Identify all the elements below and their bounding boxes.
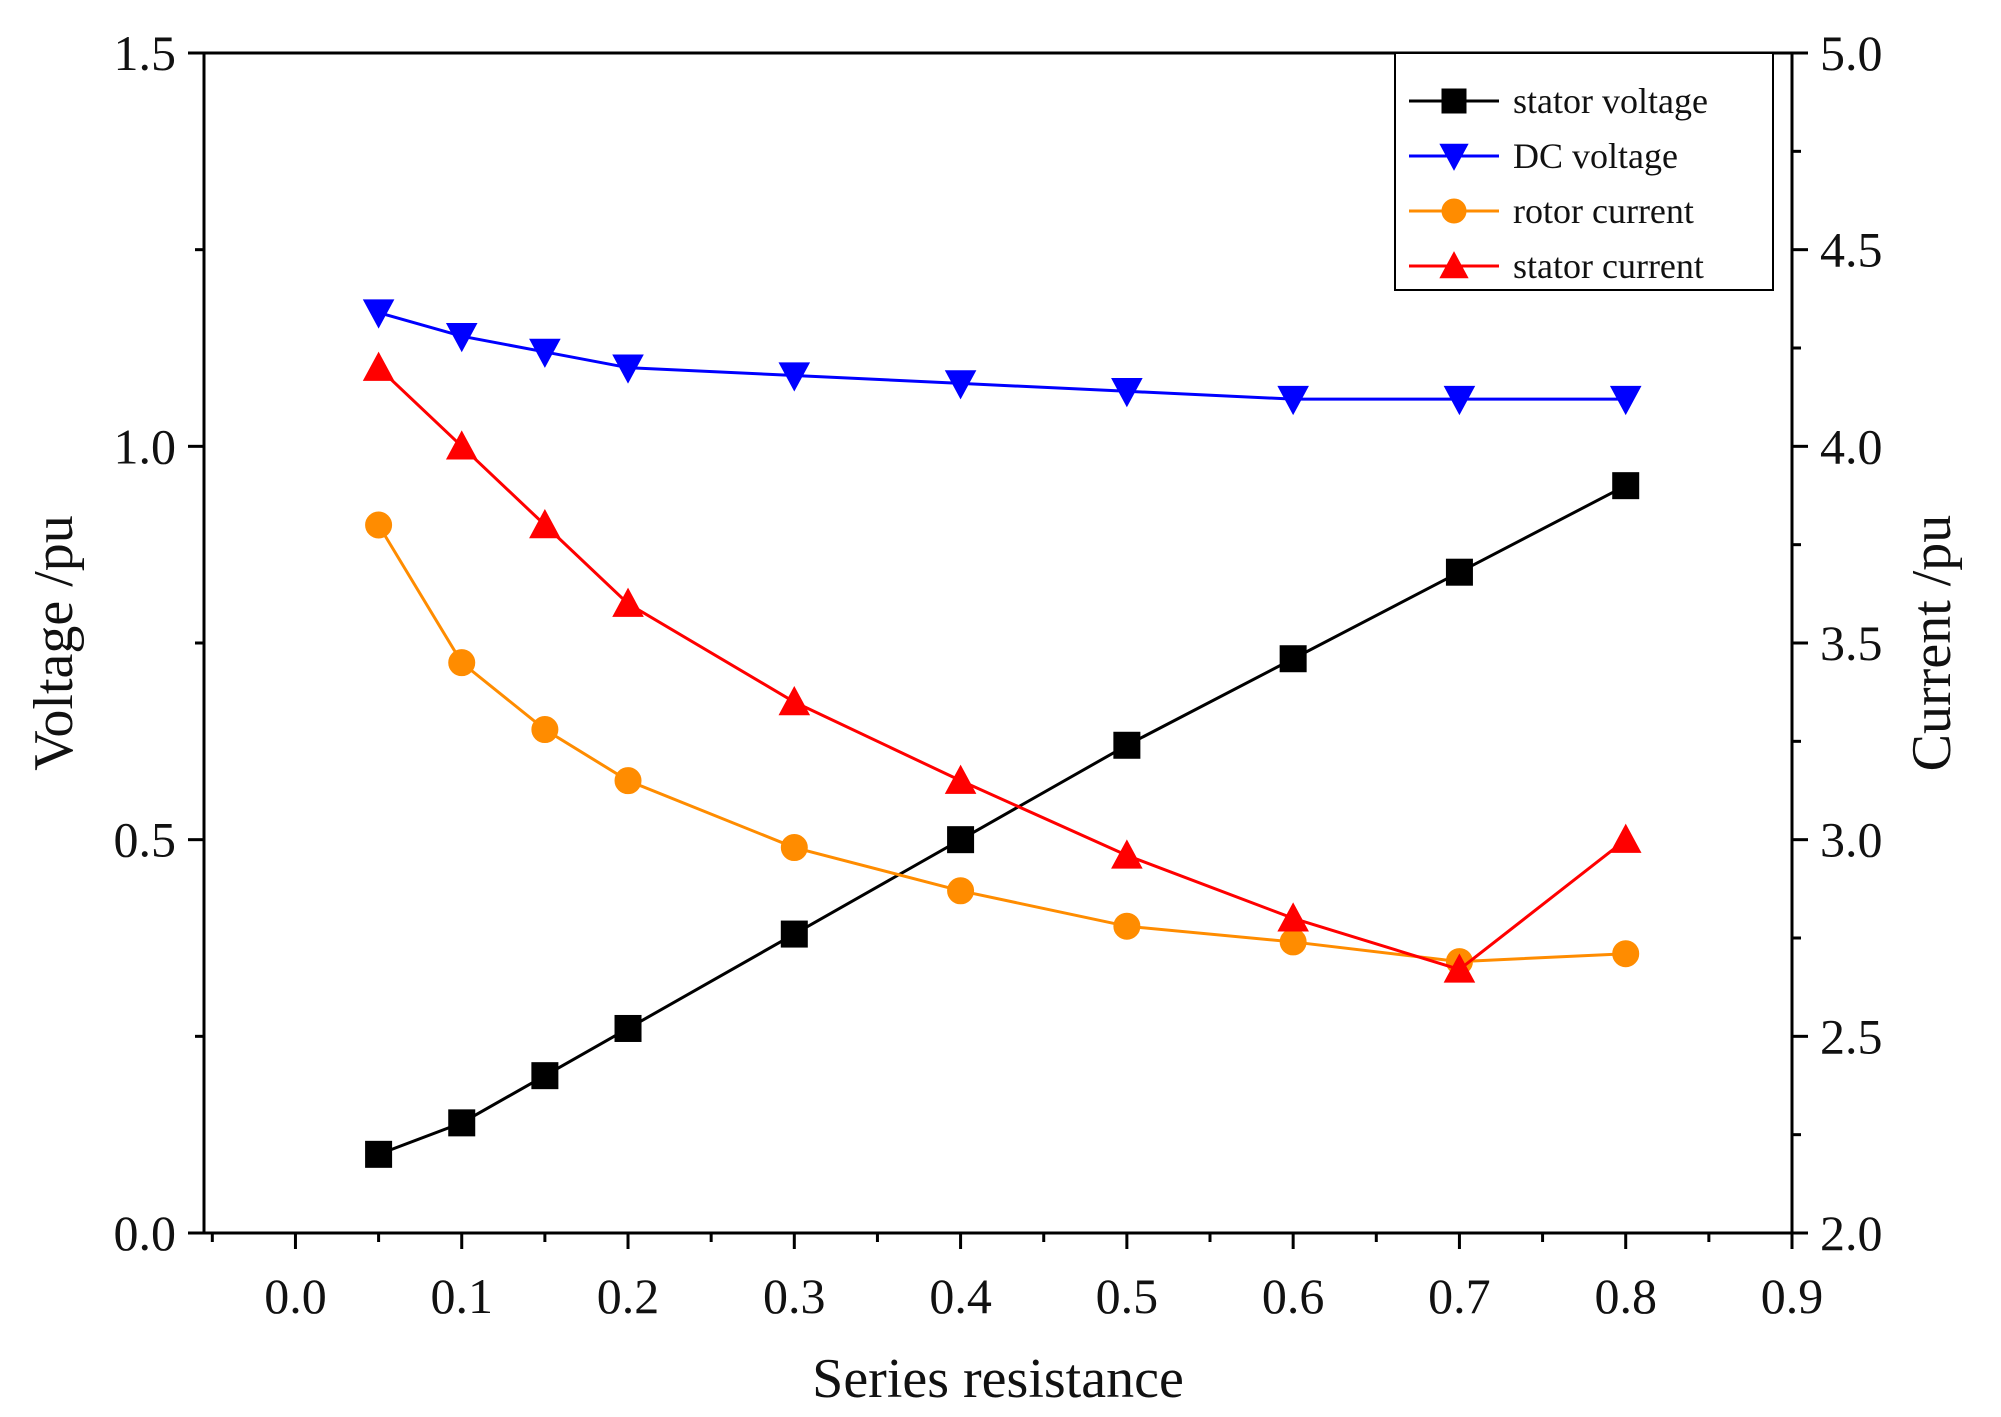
rotor-current-point (1612, 940, 1640, 968)
series-stator-voltage (365, 472, 1640, 1168)
ticks: 0.0 0.1 0.2 0.3 0.4 0.5 0.6 0.7 0.8 0.9 0.0 0.5 1.0 1… (114, 25, 1883, 1324)
series-layer (362, 299, 1642, 1168)
stator-current-point (778, 685, 811, 716)
stator-current-point (1443, 953, 1476, 983)
dc-voltage-point (1443, 385, 1476, 416)
dc-voltage-point (1111, 378, 1143, 408)
y-axis-left-title: Voltage /pu (23, 515, 85, 771)
legend-marker (1439, 143, 1469, 171)
legend-label: stator current (1513, 246, 1704, 286)
rotor-current-point (1113, 912, 1141, 940)
x-tick-label: 0.5 (1096, 1268, 1159, 1324)
legend-label: rotor current (1513, 191, 1694, 231)
y-right-tick-label: 4.5 (1820, 222, 1883, 278)
legend-item-stator-current: stator current (1409, 246, 1704, 286)
x-tick-label: 0.2 (597, 1268, 660, 1324)
rotor-current-point (531, 716, 559, 744)
x-tick-label: 0.6 (1262, 1268, 1325, 1324)
legend-label: stator voltage (1513, 81, 1708, 121)
stator-voltage-point (780, 920, 808, 948)
x-tick-label: 0.3 (763, 1268, 826, 1324)
dc-voltage-point (529, 338, 561, 368)
y-right-tick-label: 2.5 (1820, 1008, 1883, 1064)
dc-voltage-point (445, 322, 478, 353)
x-tick-label: 0.7 (1428, 1268, 1491, 1324)
legend-marker (1441, 88, 1467, 114)
stator-voltage-point (614, 1014, 642, 1042)
dc-voltage-point (612, 354, 644, 384)
legend-marker (1439, 251, 1469, 279)
dc-voltage-line (378, 311, 1626, 401)
x-tick-label: 0.8 (1594, 1268, 1657, 1324)
legend-item-stator-voltage: stator voltage (1409, 81, 1708, 121)
x-tick-label: 0.4 (929, 1268, 992, 1324)
legend-item-rotor-current: rotor current (1409, 191, 1694, 231)
series-rotor-current (365, 511, 1640, 976)
legend-item-dc-voltage: DC voltage (1409, 136, 1678, 176)
rotor-current-point (448, 649, 476, 677)
dc-voltage-point (778, 362, 811, 392)
x-tick-label: 0.0 (264, 1268, 327, 1324)
legend-label: DC voltage (1513, 136, 1678, 176)
rotor-current-line (377, 524, 1626, 964)
legend-marker (1441, 198, 1467, 224)
stator-current-point (1609, 823, 1642, 853)
stator-current-point (1111, 839, 1143, 869)
y-axis-right-title: Current /pu (1901, 515, 1963, 772)
series-dc-voltage (362, 299, 1642, 416)
stator-voltage-point (1279, 645, 1307, 673)
stator-current-point (944, 764, 977, 794)
dc-voltage-point (944, 370, 977, 400)
y-left-tick-label: 0.0 (114, 1205, 177, 1261)
stator-voltage-point (1445, 558, 1473, 586)
stator-voltage-point (1113, 731, 1141, 759)
stator-voltage-point (448, 1109, 476, 1137)
stator-current-point (445, 430, 478, 460)
dc-voltage-point (1609, 385, 1642, 416)
rotor-current-point (780, 834, 808, 862)
stator-current-line (377, 366, 1627, 972)
legend: stator voltage DC voltage rotor current sta… (1394, 52, 1774, 291)
dc-voltage-point (1277, 385, 1309, 416)
x-tick-label: 0.1 (430, 1268, 493, 1324)
series-stator-current (362, 351, 1642, 983)
rotor-current-point (1279, 928, 1307, 956)
stator-voltage-line (378, 484, 1627, 1156)
stator-current-point (529, 508, 561, 539)
rotor-current-point (365, 511, 393, 539)
stator-current-point (362, 351, 395, 381)
y-left-tick-label: 0.5 (114, 812, 177, 868)
rotor-current-point (947, 877, 975, 905)
y-right-tick-label: 2.0 (1820, 1205, 1883, 1261)
stator-voltage-point (531, 1062, 559, 1090)
y-right-tick-label: 5.0 (1820, 25, 1883, 81)
stator-voltage-point (365, 1140, 393, 1168)
stator-current-point (1277, 902, 1309, 932)
y-right-tick-label: 3.0 (1820, 812, 1883, 868)
y-right-tick-label: 3.5 (1820, 615, 1883, 671)
x-axis-title: Series resistance (812, 1348, 1184, 1410)
stator-voltage-point (947, 826, 975, 854)
y-right-tick-label: 4.0 (1820, 418, 1883, 474)
stator-voltage-point (1612, 472, 1640, 500)
y-left-tick-label: 1.5 (114, 25, 177, 81)
x-tick-label: 0.9 (1761, 1268, 1824, 1324)
y-left-tick-label: 1.0 (114, 418, 177, 474)
rotor-current-point (614, 767, 642, 795)
stator-current-point (612, 587, 644, 617)
dc-voltage-point (362, 299, 395, 329)
